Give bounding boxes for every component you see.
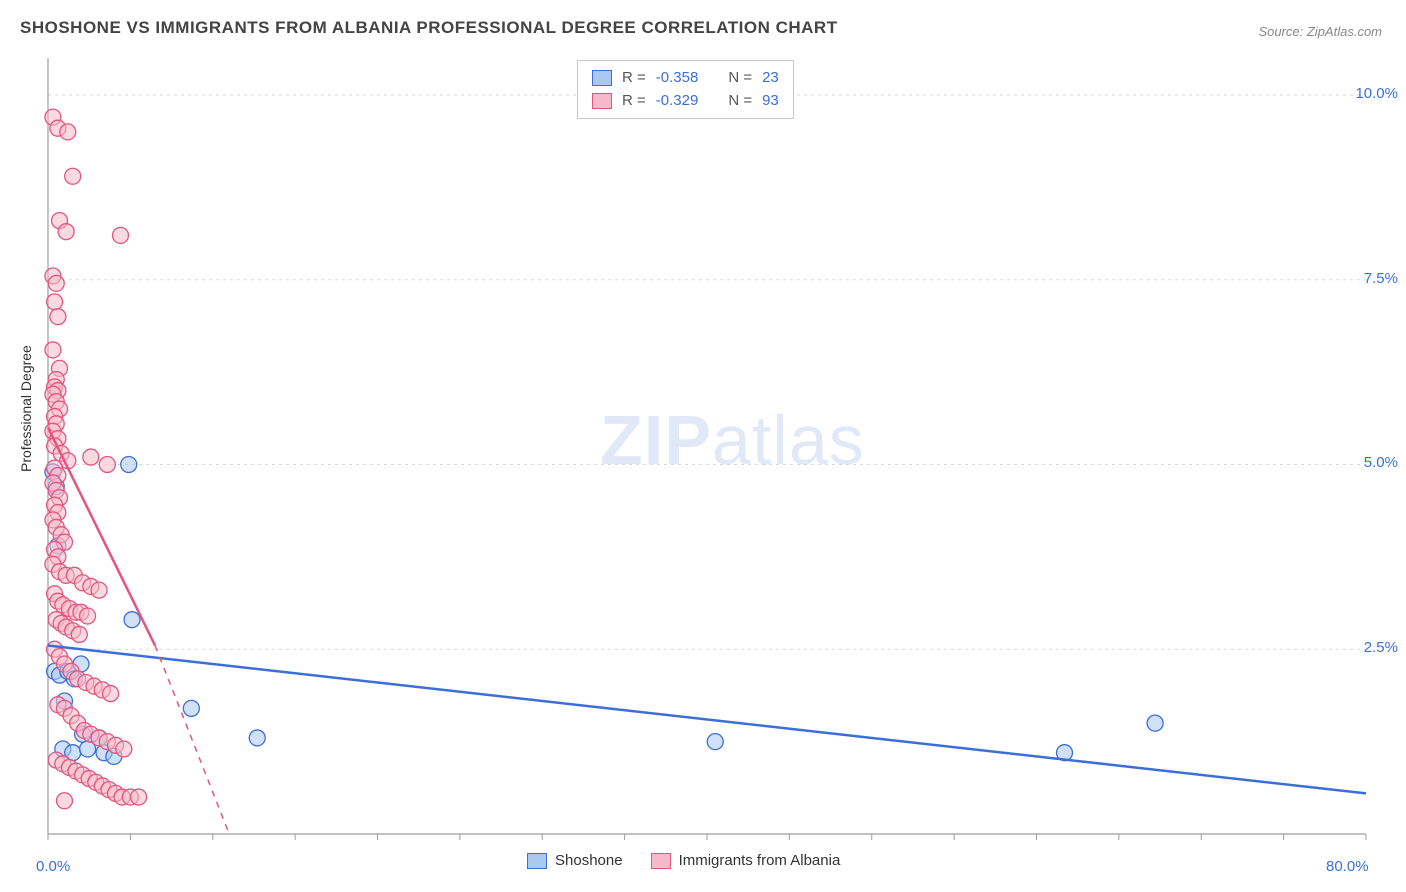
y-tick-label: 10.0%	[1355, 85, 1398, 102]
x-max-label: 80.0%	[1326, 858, 1369, 875]
n-value: 93	[762, 90, 779, 113]
series-legend-item: Shoshone	[527, 852, 623, 869]
n-label: N =	[728, 90, 752, 113]
y-tick-label: 5.0%	[1364, 454, 1398, 471]
correlation-chart: SHOSHONE VS IMMIGRANTS FROM ALBANIA PROF…	[0, 0, 1406, 892]
x-min-label: 0.0%	[36, 858, 70, 875]
scatter-plot-svg	[0, 0, 1406, 892]
r-label: R =	[622, 67, 646, 90]
n-label: N =	[728, 67, 752, 90]
series-legend-item: Immigrants from Albania	[651, 852, 841, 869]
r-value: -0.329	[656, 90, 699, 113]
y-axis-label: Professional Degree	[18, 345, 34, 472]
legend-swatch	[651, 853, 671, 869]
series-legend: Shoshone Immigrants from Albania	[527, 852, 840, 869]
legend-row: R = -0.358 N = 23	[592, 67, 779, 90]
legend-swatch	[527, 853, 547, 869]
correlation-legend: R = -0.358 N = 23 R = -0.329 N = 93	[577, 60, 794, 119]
legend-swatch	[592, 93, 612, 109]
r-label: R =	[622, 90, 646, 113]
r-value: -0.358	[656, 67, 699, 90]
legend-swatch	[592, 70, 612, 86]
y-tick-label: 2.5%	[1364, 639, 1398, 656]
series-legend-label: Immigrants from Albania	[679, 852, 841, 869]
legend-row: R = -0.329 N = 93	[592, 90, 779, 113]
y-tick-label: 7.5%	[1364, 270, 1398, 287]
n-value: 23	[762, 67, 779, 90]
series-legend-label: Shoshone	[555, 852, 623, 869]
